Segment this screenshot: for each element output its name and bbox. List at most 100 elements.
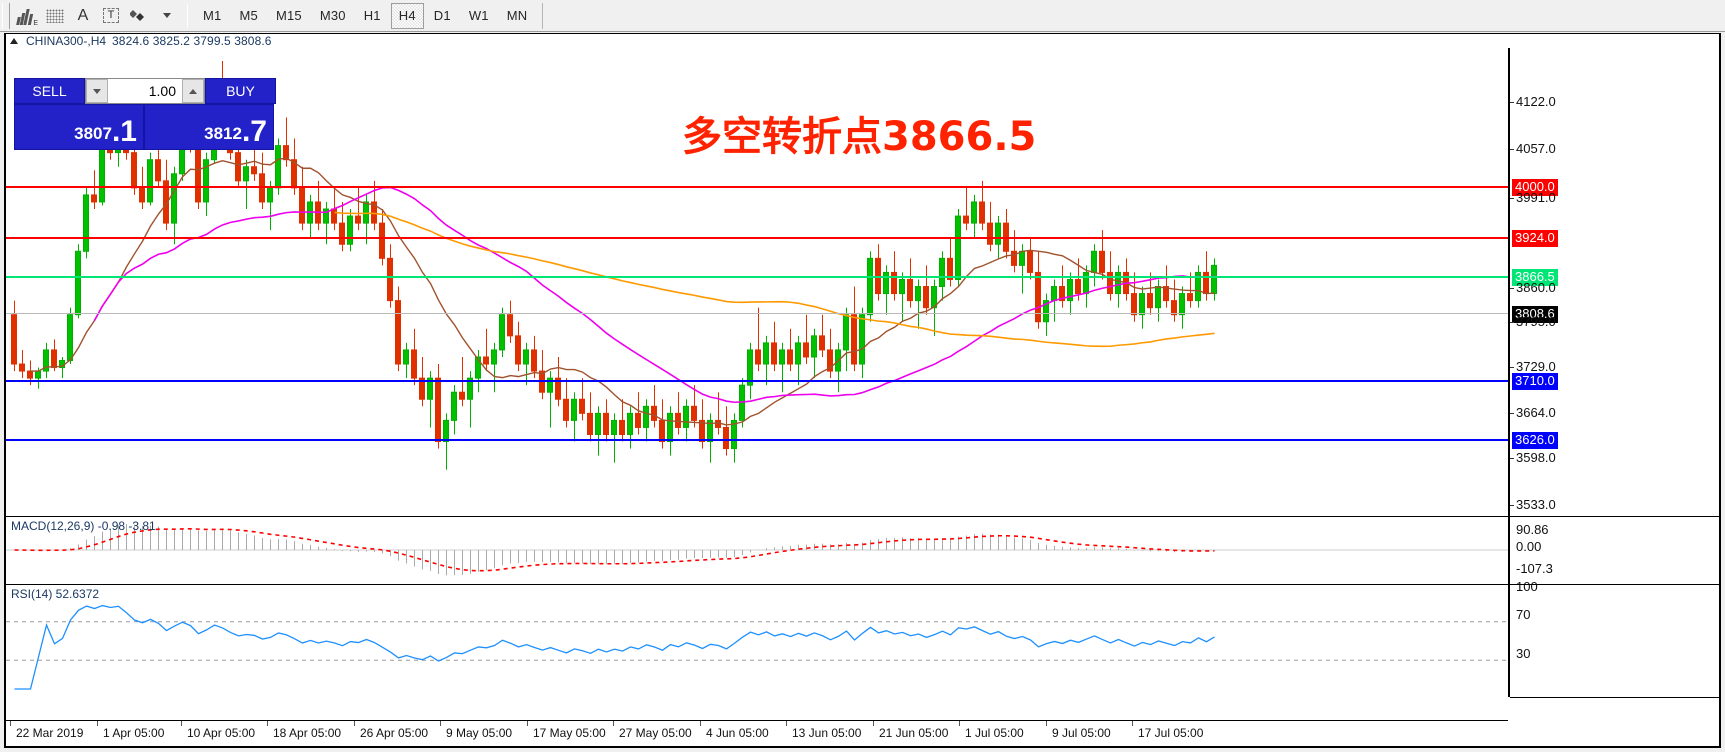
time-axis-label: 17 May 05:00	[533, 726, 606, 740]
price-level-badge-3626.0[interactable]: 3626.0	[1512, 432, 1558, 449]
price-level-badge-3808.6[interactable]: 3808.6	[1512, 306, 1558, 323]
timeframe-h4[interactable]: H4	[390, 2, 424, 29]
price-tick-label-3664.0: 3664.0	[1516, 405, 1556, 420]
chart-header: CHINA300-,H4 3824.6 3825.2 3799.5 3808.6	[6, 34, 1719, 48]
timeframe-m5[interactable]: M5	[239, 8, 258, 23]
time-axis-label: 1 Jul 05:00	[965, 726, 1024, 740]
timeframe-w1[interactable]: W1	[468, 8, 489, 23]
lot-decrease-button[interactable]	[86, 79, 108, 103]
price-scale[interactable]: 4122.0 4057.0 4000.0 3991.0 3924.0 3866.5 3860…	[1508, 48, 1719, 698]
scale-pane-divider	[1510, 516, 1719, 517]
timeframe-h1[interactable]: H1	[363, 8, 381, 23]
price-level-badge-3710.0[interactable]: 3710.0	[1512, 373, 1558, 390]
main-toolbar: E A T M1 M5 M15 M30 H1 H4 D1 W1 MN	[0, 0, 1725, 32]
time-axis-tick	[527, 721, 528, 726]
price-tick-mark	[1510, 102, 1514, 103]
time-axis-tick	[267, 721, 268, 726]
timeframe-d1[interactable]: D1	[433, 8, 451, 23]
horizontal-level-4000.0[interactable]	[6, 186, 1508, 188]
time-axis-label: 4 Jun 05:00	[706, 726, 769, 740]
text-object-icon[interactable]: T	[97, 3, 125, 29]
scale-pane-divider	[1510, 584, 1719, 585]
price-level-badge-3924.0[interactable]: 3924.0	[1512, 230, 1558, 247]
buy-price-box[interactable]: 3812.7	[144, 104, 274, 150]
price-tick-label-4057.0: 4057.0	[1516, 141, 1556, 156]
sell-price-integer: 3807	[74, 124, 112, 143]
horizontal-level-3626.0[interactable]	[6, 439, 1508, 441]
price-tick-mark	[1510, 413, 1514, 414]
time-axis-tick	[700, 721, 701, 726]
timeframe-m1[interactable]: M1	[203, 8, 222, 23]
indicators-icon[interactable]: E	[11, 3, 41, 29]
buy-price-decimal: .7	[241, 115, 267, 148]
price-tick-mark	[1510, 505, 1514, 506]
chart-ohlc-values: 3824.6 3825.2 3799.5 3808.6	[112, 34, 272, 48]
horizontal-level-3924.0[interactable]	[6, 237, 1508, 239]
rsi-canvas	[6, 604, 1508, 690]
buy-price-integer: 3812	[204, 124, 242, 143]
lot-size-input[interactable]: 1.00	[148, 83, 176, 99]
rsi-tick-label-30: 30	[1516, 646, 1531, 661]
chart-window: CHINA300-,H4 3824.6 3825.2 3799.5 3808.6…	[4, 33, 1721, 748]
time-axis-label: 9 Jul 05:00	[1052, 726, 1111, 740]
one-click-trading-panel[interactable]: SELL 1.00 BUY 3807.1 3812.7	[14, 78, 276, 150]
objects-icon[interactable]	[125, 3, 153, 29]
time-axis-tick	[354, 721, 355, 726]
shapes-glyph	[130, 9, 144, 21]
price-tick-label-3795.0: 3795.0	[1516, 314, 1556, 329]
rsi-pane[interactable]: RSI(14) 52.6372	[6, 584, 1508, 697]
scale-pane-divider	[1510, 697, 1719, 698]
time-axis-label: 1 Apr 05:00	[103, 726, 165, 740]
collapse-triangle-icon[interactable]	[10, 38, 18, 44]
timeframe-mn[interactable]: MN	[506, 8, 528, 23]
price-tick-label-4122.0: 4122.0	[1516, 94, 1556, 109]
price-tick-mark	[1510, 322, 1514, 323]
toolbar-empty-area	[542, 2, 1725, 29]
time-axis-label: 21 Jun 05:00	[879, 726, 949, 740]
toolbar-separator	[187, 3, 188, 28]
price-tick-mark	[1510, 367, 1514, 368]
time-axis-tick	[873, 721, 874, 726]
chart-annotation-text: 多空转折点3866.5	[682, 114, 1037, 160]
timeframe-m15[interactable]: M15	[275, 8, 302, 23]
text-box-glyph: T	[103, 8, 119, 23]
time-axis-label: 10 Apr 05:00	[187, 726, 256, 740]
rsi-label: RSI(14) 52.6372	[11, 587, 100, 601]
objects-dropdown-icon[interactable]	[153, 3, 181, 29]
horizontal-level-3808.6[interactable]	[6, 313, 1508, 314]
timeframe-m30[interactable]: M30	[319, 8, 346, 23]
time-axis-tick	[97, 721, 98, 726]
lot-increase-button[interactable]	[182, 79, 204, 103]
price-level-badge-3866.5[interactable]: 3866.5	[1512, 269, 1558, 286]
trade-panel-price-row: 3807.1 3812.7	[14, 104, 276, 150]
dotgrid-glyph	[46, 8, 64, 23]
time-axis-label: 27 May 05:00	[619, 726, 692, 740]
macd-canvas	[6, 524, 1508, 576]
price-tick-mark	[1510, 149, 1514, 150]
macd-pane[interactable]: MACD(12,26,9) -0.98 -3.81	[6, 516, 1508, 582]
sell-price-box[interactable]: 3807.1	[14, 104, 144, 150]
time-axis-label: 26 Apr 05:00	[360, 726, 429, 740]
horizontal-level-3866.5[interactable]	[6, 276, 1508, 278]
horizontal-level-3710.0[interactable]	[6, 380, 1508, 382]
toolbar-grip[interactable]	[2, 2, 10, 29]
time-axis-tick	[10, 721, 11, 726]
time-axis-label: 18 Apr 05:00	[273, 726, 342, 740]
indicators-glyph: E	[16, 7, 38, 27]
crosshair-grid-icon[interactable]	[41, 3, 69, 29]
trade-panel-top-row: SELL 1.00 BUY	[14, 78, 276, 104]
time-axis-tick	[1132, 721, 1133, 726]
price-tick-mark	[1510, 288, 1514, 289]
text-label-icon[interactable]: A	[69, 3, 97, 29]
sell-button[interactable]: SELL	[14, 78, 85, 104]
price-tick-label-3729.0: 3729.0	[1516, 359, 1556, 374]
rsi-tick-label-100: 100	[1516, 579, 1538, 594]
buy-button[interactable]: BUY	[205, 78, 276, 104]
time-axis: 22 Mar 2019 1 Apr 05:00 10 Apr 05:00 18 Apr…	[6, 720, 1508, 746]
time-axis-tick	[613, 721, 614, 726]
lot-size-stepper[interactable]: 1.00	[85, 78, 205, 104]
macd-tick-label--107.3: -107.3	[1516, 561, 1553, 576]
time-axis-tick	[440, 721, 441, 726]
price-level-badge-4000.0[interactable]: 4000.0	[1512, 179, 1558, 196]
chart-symbol-label: CHINA300-,H4	[26, 34, 107, 48]
